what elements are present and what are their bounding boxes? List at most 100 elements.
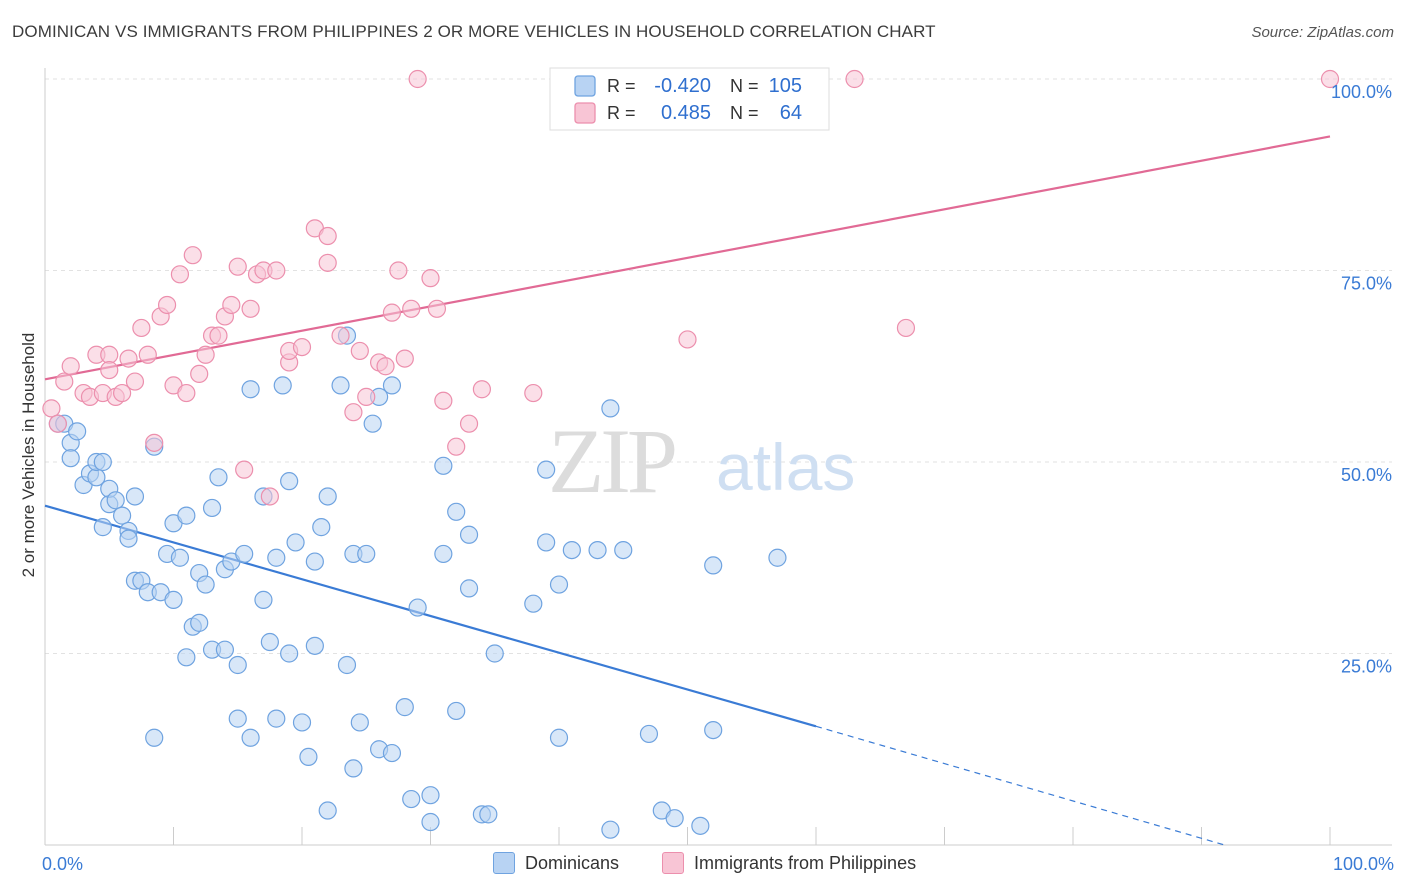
philippines-point: [228, 257, 247, 276]
dominican-point: [408, 598, 427, 617]
philippines-point: [524, 383, 543, 403]
philippines-point: [267, 261, 286, 280]
data-points: [42, 69, 1340, 839]
philippines-point: [100, 345, 119, 364]
philippines-point: [447, 437, 466, 456]
dominican-point: [331, 376, 350, 395]
philippines-point: [331, 326, 350, 345]
dominican-point: [691, 816, 710, 835]
legend-n-value: 105: [769, 75, 802, 97]
dominican-point: [215, 640, 234, 659]
dominican-point: [537, 533, 556, 552]
y-tick-label: 25.0%: [1341, 657, 1392, 677]
dominican-point: [119, 529, 138, 548]
philippines-point: [292, 338, 312, 357]
axes: [44, 68, 1392, 846]
philippines-point: [318, 253, 337, 272]
legend-box: [549, 67, 830, 131]
dominican-point: [363, 414, 382, 433]
philippines-point: [896, 318, 916, 338]
legend-label-dominicans: Dominicans: [525, 852, 620, 873]
dominican-point: [768, 548, 787, 567]
dominican-point: [305, 552, 324, 571]
philippines-point: [157, 295, 177, 315]
philippines-point: [48, 414, 67, 433]
dominican-point: [639, 724, 659, 744]
philippines-point: [357, 387, 376, 406]
dominican-point: [177, 648, 196, 667]
philippines-point: [382, 303, 402, 322]
dominican-point: [280, 644, 299, 663]
dominican-point: [479, 805, 498, 824]
dominican-point: [447, 701, 466, 721]
dominican-point: [125, 487, 145, 506]
philippines-point: [100, 360, 119, 380]
legend-label-philippines: Immigrants from Philippines: [694, 852, 917, 873]
dominican-point: [164, 590, 183, 609]
philippines-point: [845, 69, 864, 89]
philippines-point: [177, 383, 196, 403]
dominican-point: [305, 636, 324, 655]
dominican-point: [537, 460, 556, 479]
philippines-point: [434, 391, 453, 410]
philippines-point: [138, 345, 157, 364]
dominican-point: [241, 380, 260, 399]
legend-item-dominicans[interactable]: Dominicans: [493, 852, 619, 874]
legend-swatch-dominicans: [493, 852, 515, 874]
philippines-point: [235, 460, 254, 479]
x-tick-label: 0.0%: [42, 854, 83, 874]
dominican-point: [235, 544, 254, 564]
y-tick-label: 100.0%: [1331, 82, 1392, 102]
dominican-point: [318, 801, 337, 820]
philippines-point: [209, 326, 228, 345]
philippines-point: [112, 383, 132, 403]
trend-lines: [44, 135, 1331, 846]
philippines-point: [241, 299, 260, 318]
dominican-point: [704, 556, 723, 575]
dominican-point: [562, 540, 581, 560]
dominican-point: [524, 594, 543, 613]
philippines-point: [119, 349, 138, 368]
philippines-point: [376, 357, 395, 376]
legend-r-value: 0.485: [661, 102, 711, 124]
dominican-point: [241, 728, 260, 747]
philippines-point: [145, 433, 164, 452]
y-tick-label: 50.0%: [1341, 465, 1392, 485]
philippines-point: [125, 372, 145, 391]
philippines-point: [190, 364, 209, 384]
dominican-point: [382, 743, 402, 763]
dominican-point: [459, 525, 479, 544]
dominicans-trend-line: [44, 504, 817, 728]
legend-item-philippines[interactable]: Immigrants from Philippines: [662, 852, 916, 874]
dominican-point: [395, 698, 414, 717]
dominican-point: [267, 709, 286, 728]
philippines-point: [459, 414, 479, 433]
dominican-point: [267, 548, 286, 567]
dominican-point: [601, 399, 620, 418]
philippines-point: [395, 349, 414, 368]
dominican-point: [280, 472, 299, 491]
philippines-point: [678, 330, 697, 349]
dominican-point: [228, 655, 247, 675]
dominican-point: [292, 713, 312, 732]
dominican-point: [190, 613, 209, 632]
watermark: ZIP atlas: [548, 410, 855, 512]
dominican-point: [260, 632, 279, 652]
dominican-point: [209, 468, 228, 487]
chart-title: DOMINICAN VS IMMIGRANTS FROM PHILIPPINES…: [12, 22, 936, 41]
dominican-point: [485, 644, 504, 663]
y-tick-label: 75.0%: [1341, 274, 1392, 294]
philippines-point: [1320, 69, 1340, 89]
philippines-point: [472, 380, 491, 399]
philippines-trend-line: [44, 135, 1331, 381]
dominican-point: [318, 487, 337, 506]
watermark-atlas: atlas: [716, 430, 855, 504]
dominican-point: [549, 728, 569, 747]
dominican-point: [228, 709, 247, 728]
dominican-point: [402, 789, 421, 809]
dominican-point: [447, 502, 466, 521]
dominican-point: [61, 449, 80, 468]
tick-labels: 25.0% 50.0% 75.0% 100.0% 0.0% 100.0%: [42, 82, 1394, 874]
dominican-point: [177, 506, 196, 525]
